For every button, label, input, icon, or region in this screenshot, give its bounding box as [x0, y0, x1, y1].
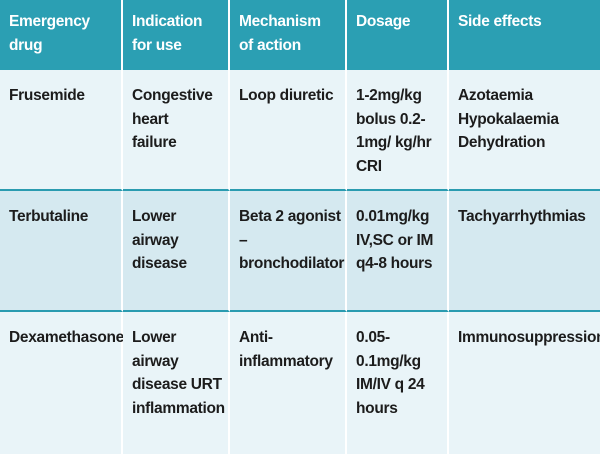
table-cell-indication: Lower airway disease	[123, 191, 230, 312]
header-dosage: Dosage	[347, 0, 449, 70]
table-cell-mechanism: Beta 2 agonist – bronchodilator	[230, 191, 347, 312]
table-cell-dosage: 1-2mg/kg bolus 0.2-1mg/ kg/hr CRI	[347, 70, 449, 191]
table-cell-side-effects: Tachyarrhythmias	[449, 191, 600, 312]
header-indication: Indication for use	[123, 0, 230, 70]
table-cell-drug: Terbutaline	[0, 191, 123, 312]
table-cell-indication: Congestive heart failure	[123, 70, 230, 191]
table-cell-mechanism: Anti- inflammatory	[230, 312, 347, 454]
table-cell-drug: Frusemide	[0, 70, 123, 191]
header-emergency-drug: Emergency drug	[0, 0, 123, 70]
header-side-effects: Side effects	[449, 0, 600, 70]
table-cell-dosage: 0.05- 0.1mg/kg IM/IV q 24 hours	[347, 312, 449, 454]
table-cell-indication: Lower airway disease URT inflammation	[123, 312, 230, 454]
table-cell-side-effects: Azotaemia Hypokalaemia Dehydration	[449, 70, 600, 191]
table-cell-drug: Dexamethasone	[0, 312, 124, 454]
header-mechanism: Mechanism of action	[230, 0, 347, 70]
table-cell-mechanism: Loop diuretic	[230, 70, 347, 191]
table-cell-side-effects: Immunosuppression	[449, 312, 600, 454]
table-cell-dosage: 0.01mg/kg IV,SC or IM q4-8 hours	[347, 191, 449, 312]
